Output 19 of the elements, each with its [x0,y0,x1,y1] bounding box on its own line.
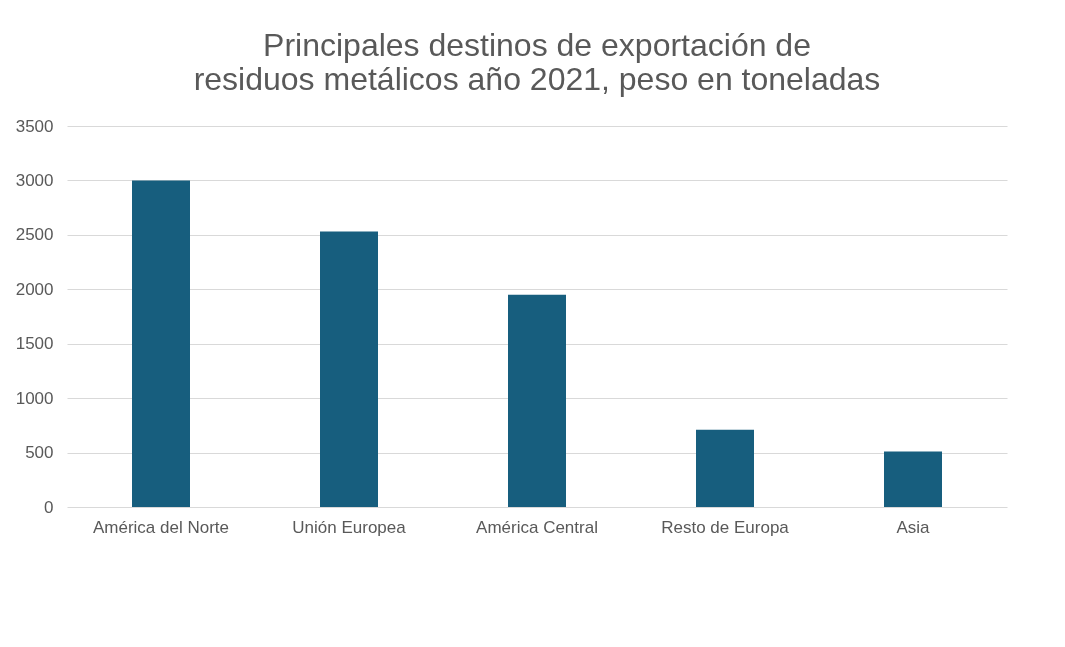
y-tick-label: 0 [44,497,54,517]
y-tick-label: 3500 [15,116,54,136]
y-tick-label: 2000 [15,279,54,299]
chart-title: Principales destinos de exportación de residuos metálicos año 2021, peso en toneladas [193,27,881,97]
y-tick-label: 1500 [15,334,54,354]
x-tick-label: Resto de Europa [661,517,790,537]
bar [696,429,754,507]
y-tick-label: 3000 [15,170,54,190]
x-tick-label: América del Norte [92,517,230,537]
bar [320,231,378,507]
x-tick-label: América Central [476,517,598,537]
bar [508,294,566,507]
x-tick-label: Unión Europea [292,517,407,537]
bar [884,451,942,507]
x-tick-label: Asia [896,517,931,537]
y-tick-label: 1000 [15,388,54,408]
y-tick-label: 2500 [15,225,54,245]
bar [132,180,190,507]
y-tick-label: 500 [25,443,54,463]
